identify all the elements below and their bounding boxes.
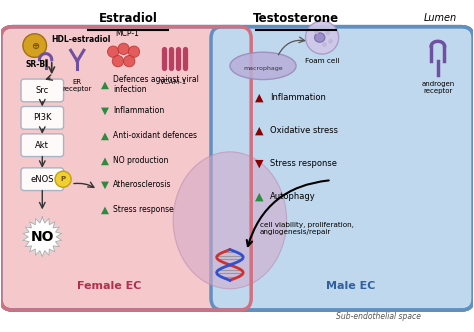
Text: Inflammation: Inflammation [270,93,326,102]
Circle shape [124,55,135,67]
Text: ▼: ▼ [100,105,109,115]
FancyBboxPatch shape [0,27,251,310]
Text: P: P [61,176,65,182]
Text: MCP-1: MCP-1 [115,29,139,38]
Circle shape [108,46,119,57]
Text: ▲: ▲ [100,155,109,165]
Polygon shape [23,217,62,257]
Circle shape [314,30,319,34]
FancyBboxPatch shape [211,27,474,310]
Ellipse shape [230,52,296,80]
Text: Sub-endothelial space: Sub-endothelial space [336,312,421,321]
Text: Inflammation: Inflammation [113,106,164,115]
Circle shape [306,21,338,54]
Text: ▲: ▲ [255,125,264,135]
Text: Akt: Akt [36,141,49,150]
Text: eNOS: eNOS [30,175,54,184]
Text: HDL-estradiol: HDL-estradiol [52,35,111,44]
Text: Defences against viral
infection: Defences against viral infection [113,75,199,95]
Text: ▼: ▼ [100,180,109,190]
Text: ▲: ▲ [255,93,264,103]
FancyBboxPatch shape [21,107,64,129]
Text: androgen
receptor: androgen receptor [421,81,455,94]
Text: Oxidative stress: Oxidative stress [270,126,338,135]
Text: ER
receptor: ER receptor [63,79,92,92]
Text: Female EC: Female EC [77,282,142,291]
Text: Atherosclerosis: Atherosclerosis [113,180,172,189]
Circle shape [128,46,140,57]
Ellipse shape [315,33,325,42]
Text: cell viability, proliferation,
angiogenesis/repair: cell viability, proliferation, angiogene… [260,221,354,235]
Text: ▲: ▲ [255,192,264,202]
Text: Estradiol: Estradiol [99,12,158,25]
Text: Stress response: Stress response [270,159,337,168]
Circle shape [325,31,330,35]
Circle shape [118,43,129,54]
Text: SR-BI: SR-BI [25,60,48,69]
Text: Src: Src [36,86,49,95]
Text: ▲: ▲ [100,205,109,214]
Text: ▲: ▲ [100,80,109,90]
Text: ▲: ▲ [100,131,109,141]
Text: Autophagy: Autophagy [270,192,316,201]
FancyBboxPatch shape [0,27,474,310]
Text: NO: NO [30,230,54,244]
Circle shape [112,55,124,67]
Text: Testosterone: Testosterone [253,12,339,25]
FancyBboxPatch shape [21,79,64,102]
FancyBboxPatch shape [21,134,64,157]
Text: Anti-oxidant defences: Anti-oxidant defences [113,131,197,140]
Text: Male EC: Male EC [326,282,375,291]
Text: Lumen: Lumen [424,13,457,23]
Text: macrophage: macrophage [243,66,283,71]
Ellipse shape [173,152,287,289]
Circle shape [55,171,71,187]
Text: ⊕: ⊕ [31,41,39,51]
Text: ▼: ▼ [255,159,264,169]
Text: Foam cell: Foam cell [305,58,339,64]
Circle shape [328,39,333,44]
Text: Stress response: Stress response [113,205,174,214]
Circle shape [322,42,327,47]
FancyBboxPatch shape [21,168,64,191]
Circle shape [23,34,46,57]
Text: NO production: NO production [113,156,169,165]
Text: VCAM-1: VCAM-1 [160,79,187,85]
Text: PI3K: PI3K [33,113,52,122]
